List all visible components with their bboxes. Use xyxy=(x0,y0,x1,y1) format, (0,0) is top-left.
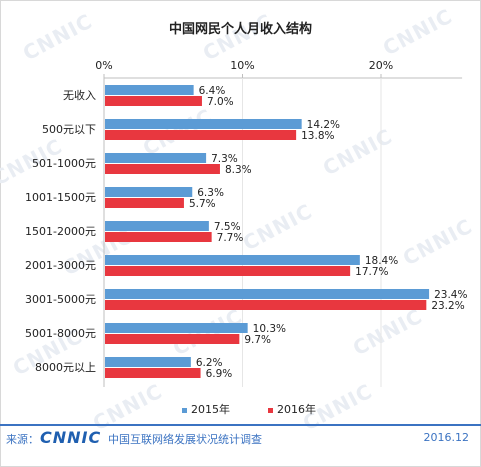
category-label: 500元以下 xyxy=(42,123,96,136)
legend-swatch-2015 xyxy=(182,407,187,413)
bar-2016年-1501-2000元 xyxy=(105,232,212,242)
bar-2015年-8000元以上 xyxy=(105,357,191,367)
legend-label-2016: 2016年 xyxy=(277,403,316,416)
report-date: 2016.12 xyxy=(423,431,470,444)
data-label: 18.4% xyxy=(365,255,398,267)
data-label: 7.7% xyxy=(217,232,244,244)
legend-item-2015: 2015年 xyxy=(182,401,230,417)
bar-2016年-500元以下 xyxy=(105,130,297,140)
legend-item-2016: 2016年 xyxy=(268,401,316,417)
data-label: 8.3% xyxy=(225,164,252,176)
bar-2015年-5001-8000元 xyxy=(105,323,248,333)
category-label: 8000元以上 xyxy=(35,361,96,374)
data-label: 14.2% xyxy=(307,119,340,131)
chart-title: 中国网民个人月收入结构 xyxy=(168,22,312,37)
data-label: 7.5% xyxy=(214,221,241,233)
bar-2015年-501-1000元 xyxy=(105,153,207,163)
source-label: 来源： xyxy=(6,433,39,446)
bar-2015年-1001-1500元 xyxy=(105,187,193,197)
bar-2016年-5001-8000元 xyxy=(105,334,240,344)
category-label: 2001-3000元 xyxy=(25,259,96,272)
bar-2016年-8000元以上 xyxy=(105,368,201,378)
data-label: 6.2% xyxy=(196,357,223,369)
legend-label-2015: 2015年 xyxy=(191,403,230,416)
data-label: 5.7% xyxy=(189,198,216,210)
category-label: 5001-8000元 xyxy=(25,327,96,340)
x-tick-label: 20% xyxy=(369,59,393,72)
data-label: 23.2% xyxy=(431,300,464,312)
category-label: 3001-5000元 xyxy=(25,293,96,306)
data-label: 7.3% xyxy=(211,153,238,165)
footer: 来源： CNNIC 中国互联网络发展状况统计调查 2016.12 xyxy=(0,428,481,448)
bar-2016年-3001-5000元 xyxy=(105,300,427,310)
bar-2016年-无收入 xyxy=(105,96,202,106)
legend-swatch-2016 xyxy=(268,407,273,413)
category-label: 无收入 xyxy=(63,88,96,102)
data-label: 17.7% xyxy=(355,266,388,278)
cnnic-logo: CNNIC xyxy=(40,428,102,447)
bar-2016年-501-1000元 xyxy=(105,164,220,174)
category-label: 501-1000元 xyxy=(32,157,96,170)
survey-name: 中国互联网络发展状况统计调查 xyxy=(108,433,262,446)
data-label: 6.4% xyxy=(199,85,226,97)
category-label: 1001-1500元 xyxy=(25,191,96,204)
bar-2015年-无收入 xyxy=(105,85,194,95)
data-label: 7.0% xyxy=(207,96,234,108)
bar-2016年-2001-3000元 xyxy=(105,266,351,276)
x-tick-label: 10% xyxy=(230,59,254,72)
x-tick-label: 0% xyxy=(95,59,112,72)
data-label: 6.3% xyxy=(197,187,224,199)
bar-2015年-500元以下 xyxy=(105,119,302,129)
bar-2015年-3001-5000元 xyxy=(105,289,430,299)
bar-2016年-1001-1500元 xyxy=(105,198,184,208)
data-label: 10.3% xyxy=(253,323,286,335)
bar-2015年-2001-3000元 xyxy=(105,255,360,265)
footer-divider xyxy=(0,424,481,426)
data-label: 13.8% xyxy=(301,130,334,142)
category-label: 1501-2000元 xyxy=(25,225,96,238)
bar-2015年-1501-2000元 xyxy=(105,221,209,231)
data-label: 9.7% xyxy=(244,334,271,346)
data-label: 23.4% xyxy=(434,289,467,301)
data-label: 6.9% xyxy=(206,368,233,380)
